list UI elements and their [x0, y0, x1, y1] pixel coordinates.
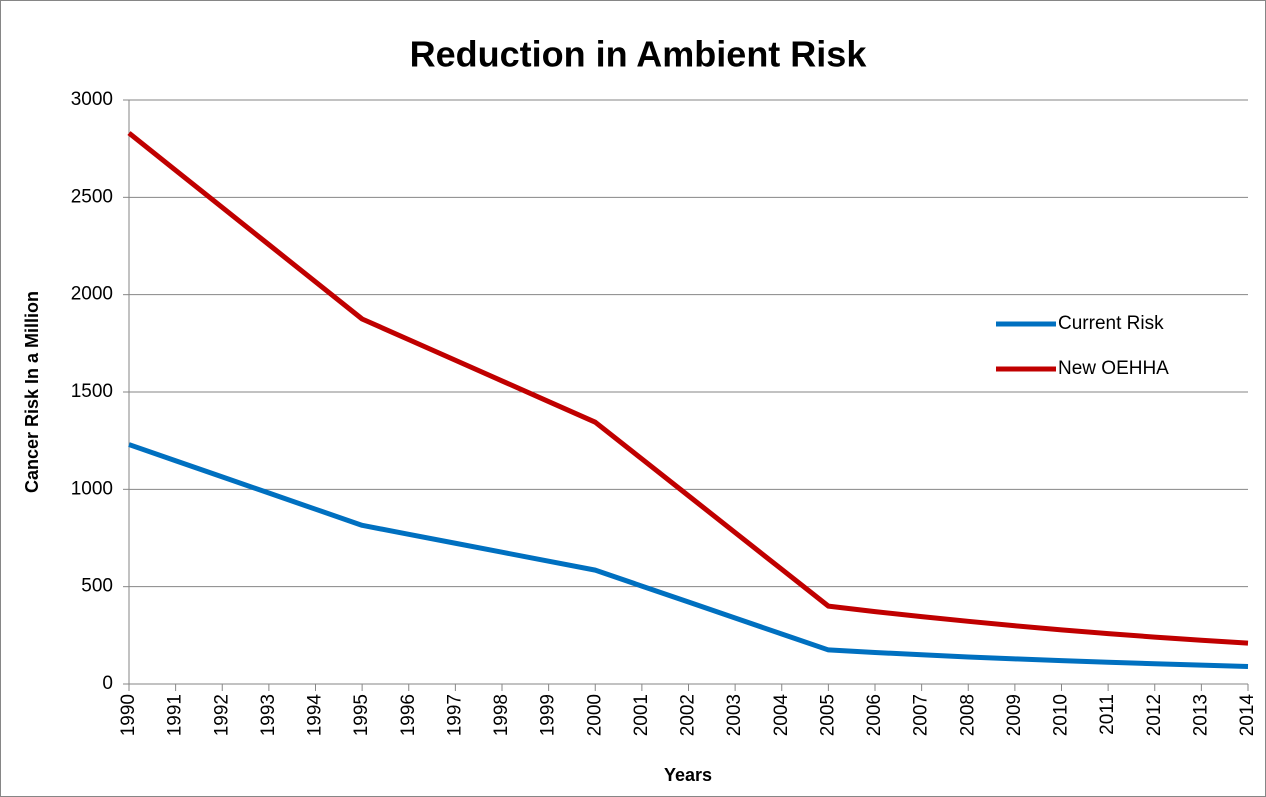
x-tick-label: 2000 — [584, 694, 605, 736]
line-series — [127, 131, 1249, 646]
y-tick-label: 3000 — [71, 89, 113, 110]
x-tick-label: 2001 — [631, 694, 652, 736]
x-tick-label: 1990 — [118, 694, 139, 736]
x-tick-label: 1992 — [211, 694, 232, 736]
x-tick-label: 2010 — [1051, 694, 1072, 736]
x-tick-label: 1994 — [305, 694, 326, 737]
y-tick-label: 500 — [81, 576, 113, 597]
chart-title: Reduction in Ambient Risk — [410, 34, 868, 75]
x-tick-label: 2005 — [817, 694, 838, 736]
x-tick-label: 2004 — [771, 694, 792, 737]
legend-label: New OEHHA — [1058, 358, 1169, 379]
x-tick-label: 2008 — [957, 694, 978, 736]
x-tick-label: 1999 — [538, 694, 559, 736]
x-tick-label: 2007 — [911, 694, 932, 736]
x-tick-label: 2011 — [1097, 694, 1118, 735]
x-tick-label: 1995 — [351, 694, 372, 736]
x-tick-label: 2009 — [1004, 694, 1025, 736]
x-tick-label: 1993 — [258, 694, 279, 736]
x-axis-label: Years — [664, 765, 712, 785]
y-tick-label: 1000 — [71, 478, 113, 499]
line-series — [128, 442, 1249, 669]
y-tick-label: 2500 — [71, 186, 113, 207]
x-tick-label: 2002 — [678, 694, 699, 736]
x-tick-label: 1998 — [491, 694, 512, 736]
x-tick-label: 2012 — [1144, 694, 1165, 736]
y-tick-label: 0 — [102, 673, 113, 694]
x-tick-label: 2006 — [864, 694, 885, 736]
x-tick-label: 2013 — [1190, 694, 1211, 736]
x-tick-label: 2014 — [1237, 694, 1258, 737]
y-tick-label: 1500 — [71, 381, 113, 402]
legend-label: Current Risk — [1058, 313, 1164, 334]
y-tick-label: 2000 — [71, 284, 113, 305]
y-axis-label: Cancer Risk In a Million — [22, 291, 42, 493]
x-tick-label: 2003 — [724, 694, 745, 736]
x-tick-label: 1991 — [165, 694, 186, 736]
x-tick-label: 1996 — [398, 694, 419, 736]
x-tick-label: 1997 — [444, 694, 465, 736]
